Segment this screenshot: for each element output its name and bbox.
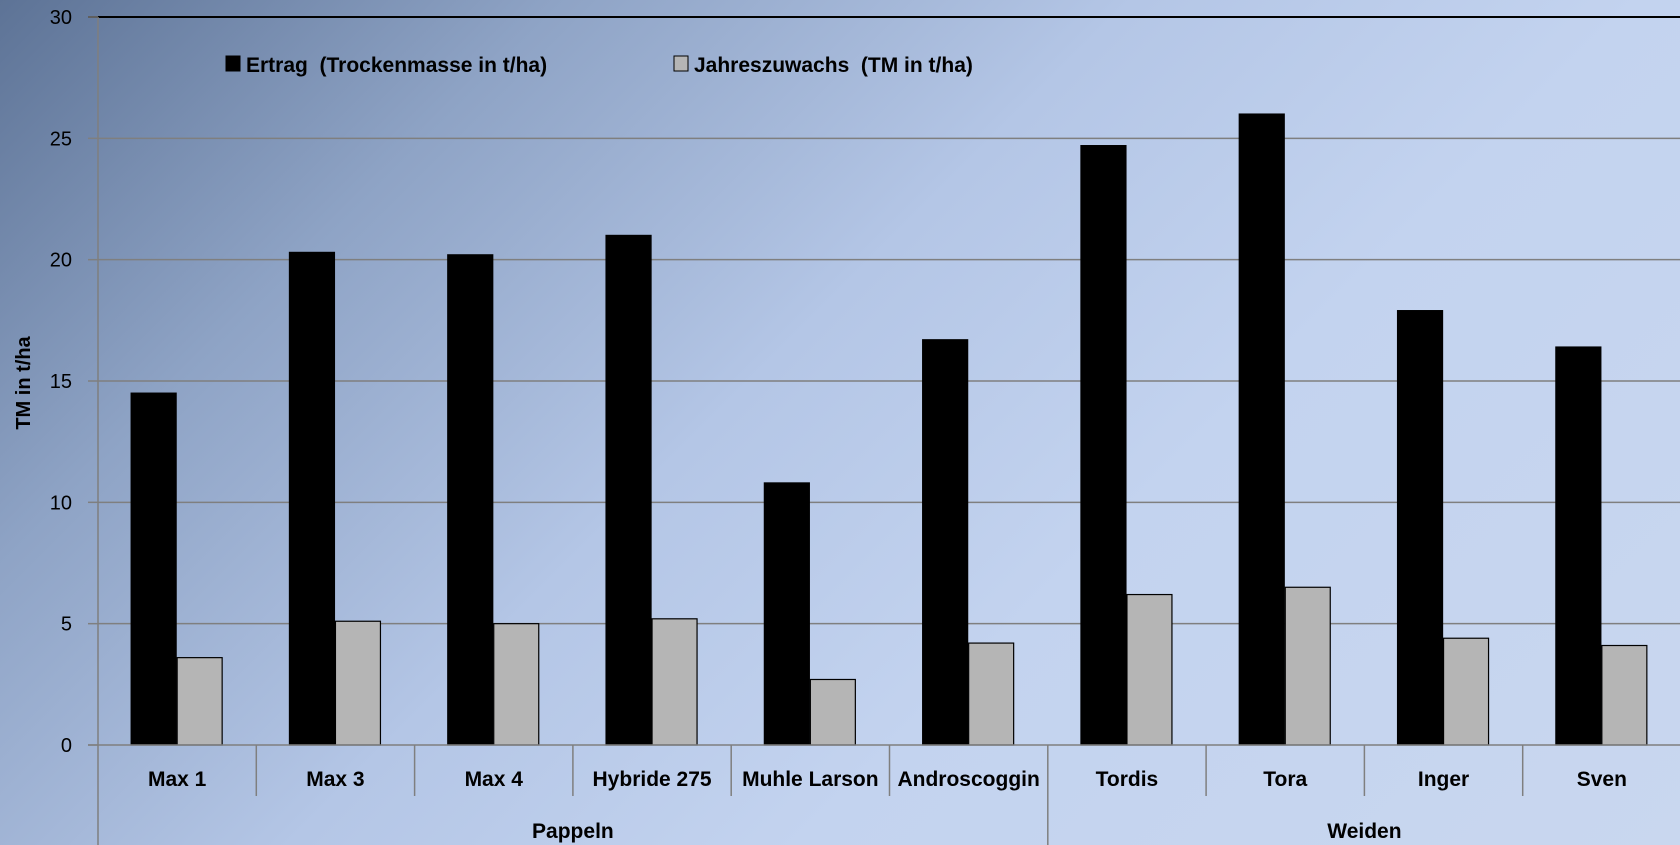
x-axis-categories: Max 1 Max 3 Max 4 Hybride 275 Muhle Larson An… — [148, 745, 1627, 845]
bar-ertrag — [605, 234, 652, 746]
y-tick-label: 5 — [61, 614, 72, 636]
axes — [88, 16, 1680, 845]
bar-jahreszuwachs — [1126, 593, 1173, 746]
bar-ertrag — [1396, 310, 1444, 746]
bar-ertrag — [130, 392, 177, 746]
bar-ertrag — [288, 251, 336, 746]
bar-jahreszuwachs — [493, 623, 540, 746]
x-category-label: Muhle Larson — [742, 768, 879, 791]
y-axis-ticks: 0 5 10 15 20 25 30 — [50, 7, 72, 757]
bar-jahreszuwachs — [809, 678, 856, 746]
legend-label-jahreszuwachs: Jahreszuwachs (TM in t/ha) — [694, 54, 973, 77]
x-group-label: Pappeln — [532, 820, 614, 843]
x-category-label: Max 3 — [306, 768, 364, 791]
y-tick-label: 25 — [50, 128, 72, 150]
bar-jahreszuwachs — [1284, 586, 1331, 746]
bars — [130, 113, 1648, 746]
legend-swatch-ertrag — [225, 55, 241, 72]
x-category-label: Hybride 275 — [593, 768, 712, 791]
x-category-label: Max 1 — [148, 768, 207, 791]
x-category-label: Androscoggin — [897, 768, 1039, 791]
bar-ertrag — [447, 254, 494, 746]
bar-jahreszuwachs — [176, 657, 223, 746]
bar-jahreszuwachs — [334, 620, 382, 746]
x-group-label: Weiden — [1327, 820, 1401, 843]
bar-ertrag — [1555, 346, 1602, 746]
bar-jahreszuwachs — [968, 642, 1015, 746]
x-category-label: Sven — [1577, 768, 1627, 791]
legend-swatch-jahreszuwachs — [673, 55, 689, 72]
y-tick-label: 15 — [50, 371, 72, 393]
y-tick-label: 0 — [61, 735, 72, 757]
bar-jahreszuwachs — [651, 618, 698, 746]
bar-ertrag — [1238, 113, 1285, 746]
bar-ertrag — [1080, 145, 1127, 746]
bar-jahreszuwachs — [1601, 644, 1648, 746]
bar-ertrag — [763, 482, 810, 746]
x-category-label: Tora — [1263, 768, 1307, 791]
legend-label-ertrag: Ertrag (Trockenmasse in t/ha) — [246, 54, 547, 77]
y-tick-label: 10 — [50, 492, 72, 514]
x-category-label: Inger — [1418, 768, 1469, 791]
y-axis-title: TM in t/ha — [13, 335, 35, 429]
x-category-label: Max 4 — [465, 768, 524, 791]
y-tick-label: 30 — [50, 7, 72, 29]
bar-ertrag — [922, 339, 969, 746]
legend: Ertrag (Trockenmasse in t/ha) Jahreszuwa… — [225, 54, 973, 77]
x-category-label: Tordis — [1096, 768, 1159, 791]
y-tick-label: 20 — [50, 250, 72, 272]
bar-jahreszuwachs — [1442, 637, 1490, 746]
